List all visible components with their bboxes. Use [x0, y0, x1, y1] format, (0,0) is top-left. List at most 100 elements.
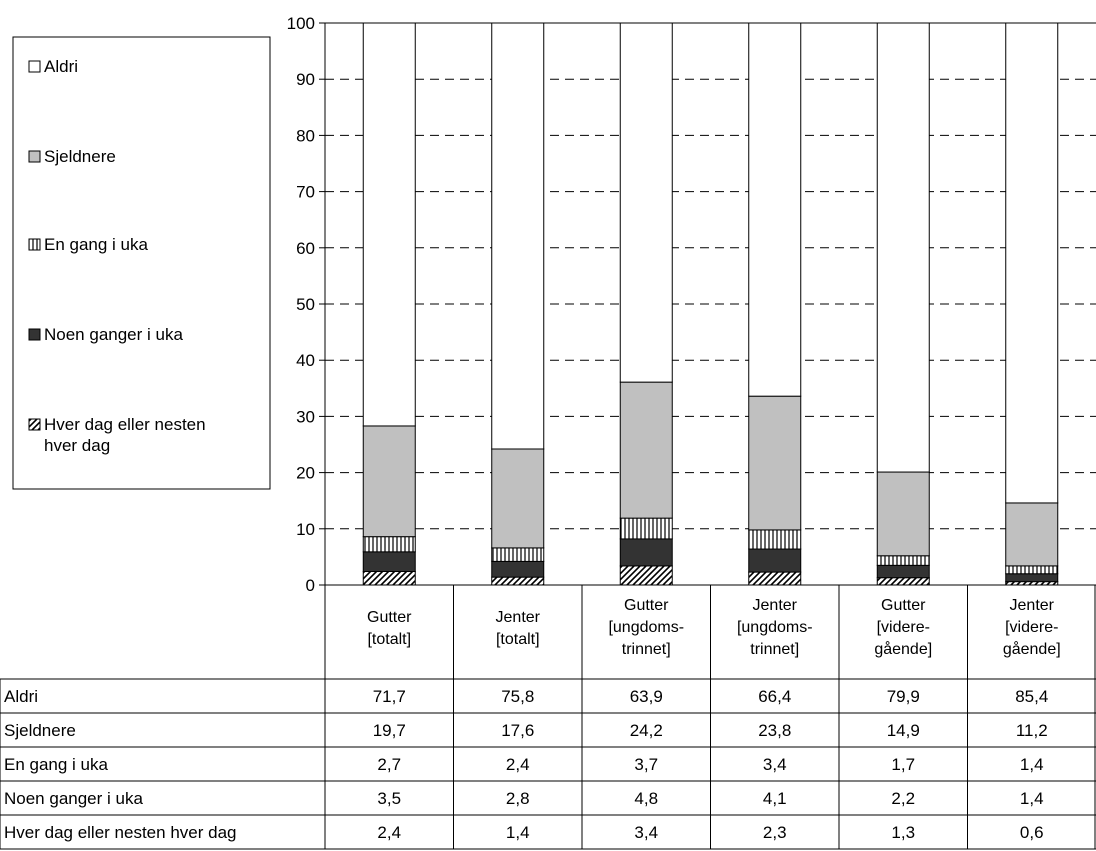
y-tick-label: 80 — [296, 126, 315, 145]
table-cell-value: 2,8 — [506, 789, 530, 808]
table-cell-value: 79,9 — [887, 687, 920, 706]
bar-segment — [362, 22, 416, 427]
y-tick-label: 40 — [296, 351, 315, 370]
bar-segment — [876, 555, 930, 566]
bar-segment — [619, 538, 673, 567]
category-label: trinnet] — [750, 641, 799, 658]
table-cell-value: 63,9 — [630, 687, 663, 706]
bar-segment — [619, 565, 673, 586]
legend-label: Aldri — [44, 57, 78, 76]
table-cell-value: 71,7 — [373, 687, 406, 706]
category-label: [ungdoms- — [608, 619, 684, 636]
category-label: Jenter — [1010, 597, 1055, 614]
table-cell-value: 14,9 — [887, 721, 920, 740]
table-cell-value: 3,7 — [634, 755, 658, 774]
y-tick-label: 10 — [296, 520, 315, 539]
bar-segment — [491, 547, 545, 562]
y-tick-label: 50 — [296, 295, 315, 314]
legend-swatch — [28, 238, 41, 251]
table-cell-value: 1,3 — [891, 823, 915, 842]
table-cell-value: 1,4 — [1020, 755, 1044, 774]
category-label: Gutter — [367, 609, 412, 626]
y-tick-label: 0 — [306, 576, 315, 595]
table-cell-value: 1,4 — [1020, 789, 1044, 808]
legend-label: Noen ganger i uka — [44, 325, 183, 344]
table-row-label: Aldri — [4, 687, 38, 706]
legend-swatch — [28, 150, 41, 163]
category-label: [totalt] — [496, 631, 540, 648]
table-cell-value: 1,7 — [891, 755, 915, 774]
y-tick-label: 70 — [296, 183, 315, 202]
bar-segment — [876, 564, 930, 579]
bar-segment — [748, 395, 802, 531]
category-label: [videre- — [877, 619, 930, 636]
category-label: [ungdoms- — [737, 619, 813, 636]
category-label: gående] — [874, 640, 932, 658]
bar-segment — [748, 548, 802, 573]
bar-segment — [619, 517, 673, 540]
bar-segment — [362, 571, 416, 586]
table-cell-value: 2,3 — [763, 823, 787, 842]
table-cell-value: 85,4 — [1015, 687, 1048, 706]
table-cell-value: 24,2 — [630, 721, 663, 740]
table-cell-value: 2,4 — [506, 755, 530, 774]
table-cell-value: 4,1 — [763, 789, 787, 808]
bar-segment — [748, 571, 802, 586]
bar-segment — [1005, 573, 1059, 583]
bar-segment — [1005, 22, 1059, 504]
bar-segment — [362, 536, 416, 553]
bar-segment — [1005, 565, 1059, 575]
bar-segment — [491, 448, 545, 549]
table-cell-value: 3,4 — [634, 823, 658, 842]
table-cell-value: 3,4 — [763, 755, 787, 774]
legend-label: Sjeldnere — [44, 147, 116, 166]
legend-swatch — [28, 60, 41, 73]
bar-segment — [491, 560, 545, 578]
y-tick-label: 100 — [287, 14, 315, 33]
data-table: Gutter [totalt] Jenter [totalt] Gutter [ungdo… — [0, 584, 1096, 850]
grid-layer — [325, 22, 1096, 530]
table-cell-value: 1,4 — [506, 823, 530, 842]
legend: Aldri Sjeldnere En gang i uka Noen ganger i… — [12, 36, 271, 490]
bars-layer — [362, 22, 1059, 586]
bar-segment — [876, 22, 930, 473]
bar-segment — [1005, 581, 1059, 586]
table-cell-value: 11,2 — [1016, 721, 1048, 740]
table-cell-value: 23,8 — [758, 721, 791, 740]
table-cell-value: 0,6 — [1020, 823, 1044, 842]
table-cell-value: 2,7 — [377, 755, 401, 774]
bar-segment — [748, 529, 802, 550]
table-cell-value: 17,6 — [501, 721, 534, 740]
category-label: Gutter — [624, 597, 669, 614]
legend-swatch — [28, 418, 41, 431]
bar-segment — [491, 22, 545, 450]
y-tick-label: 20 — [296, 464, 315, 483]
table-row-label: Hver dag eller nesten hver dag — [4, 823, 236, 842]
table-row-label: Noen ganger i uka — [4, 789, 143, 808]
axis-layer: 0 10 20 30 40 50 60 70 80 90 100 — [287, 14, 326, 595]
table-cell-value: 75,8 — [501, 687, 534, 706]
category-label: [totalt] — [367, 631, 411, 648]
legend-box — [12, 36, 271, 490]
category-label: [videre- — [1005, 619, 1058, 636]
legend-swatch — [28, 328, 41, 341]
legend-label: hver dag — [44, 436, 110, 455]
legend-label: En gang i uka — [44, 235, 149, 254]
category-label: Jenter — [753, 597, 798, 614]
table-cell-value: 66,4 — [758, 687, 791, 706]
table-row-label: En gang i uka — [4, 755, 109, 774]
bar-segment — [876, 577, 930, 586]
bar-segment — [748, 22, 802, 397]
category-label: trinnet] — [622, 641, 671, 658]
table-cell-value: 2,4 — [377, 823, 401, 842]
table-cell-value: 3,5 — [377, 789, 401, 808]
bar-segment — [491, 576, 545, 586]
bar-segment — [362, 425, 416, 538]
legend-label: Hver dag eller nesten — [44, 415, 206, 434]
bar-segment — [1005, 502, 1059, 567]
y-tick-label: 30 — [296, 407, 315, 426]
category-label: Gutter — [881, 597, 926, 614]
category-label: gående] — [1003, 640, 1061, 658]
table-row-label: Sjeldnere — [4, 721, 76, 740]
